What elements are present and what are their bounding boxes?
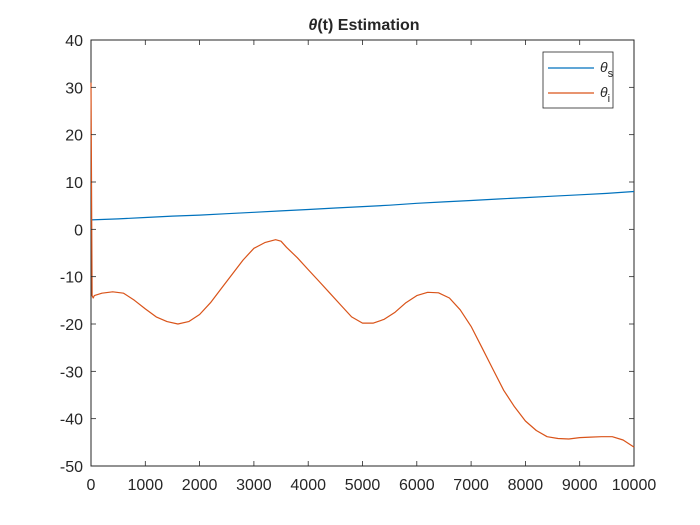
y-tick-label: 30 <box>65 80 83 97</box>
series-line-s <box>90 190 635 221</box>
y-tick-label: 20 <box>65 128 83 145</box>
x-tick-label: 7000 <box>453 477 489 494</box>
x-tick-label: 9000 <box>562 477 598 494</box>
legend-entries: θs θi <box>548 59 614 105</box>
x-tick-label: 5000 <box>345 477 381 494</box>
y-tick-label: 40 <box>65 33 83 50</box>
x-axis-ticks: 0 1000 2000 3000 4000 5000 6000 7000 8000 9000 100… <box>87 40 657 494</box>
y-tick-label: -10 <box>60 270 83 287</box>
y-tick-label: -50 <box>60 459 83 476</box>
title-theta-symbol: θ <box>308 17 317 34</box>
title-text: (t) Estimation <box>317 17 419 34</box>
legend-label-s: θs <box>600 59 614 80</box>
legend: θs θi <box>542 51 614 109</box>
y-tick-label: -20 <box>60 317 83 334</box>
y-tick-label: 10 <box>65 175 83 192</box>
chart-title: θ(t) Estimation <box>308 17 419 34</box>
y-tick-label: 0 <box>74 222 83 239</box>
x-tick-label: 6000 <box>399 477 435 494</box>
y-tick-label: -40 <box>60 412 83 429</box>
series-line-i <box>90 82 635 448</box>
legend-label-i: θi <box>600 84 610 105</box>
plot-area: 0 1000 2000 3000 4000 5000 6000 7000 8000 9000 100… <box>60 33 656 494</box>
series-layer <box>90 82 635 448</box>
x-tick-label: 3000 <box>236 477 272 494</box>
axes-box <box>90 39 635 467</box>
y-tick-label: -30 <box>60 364 83 381</box>
x-tick-label: 4000 <box>290 477 326 494</box>
y-axis-ticks: -50 -40 -30 -20 -10 0 10 20 30 40 <box>60 33 634 476</box>
x-tick-label: 1000 <box>128 477 164 494</box>
x-tick-label: 2000 <box>182 477 218 494</box>
x-tick-label: 10000 <box>612 477 657 494</box>
legend-box <box>542 51 614 109</box>
x-tick-label: 0 <box>87 477 96 494</box>
x-tick-label: 8000 <box>508 477 544 494</box>
